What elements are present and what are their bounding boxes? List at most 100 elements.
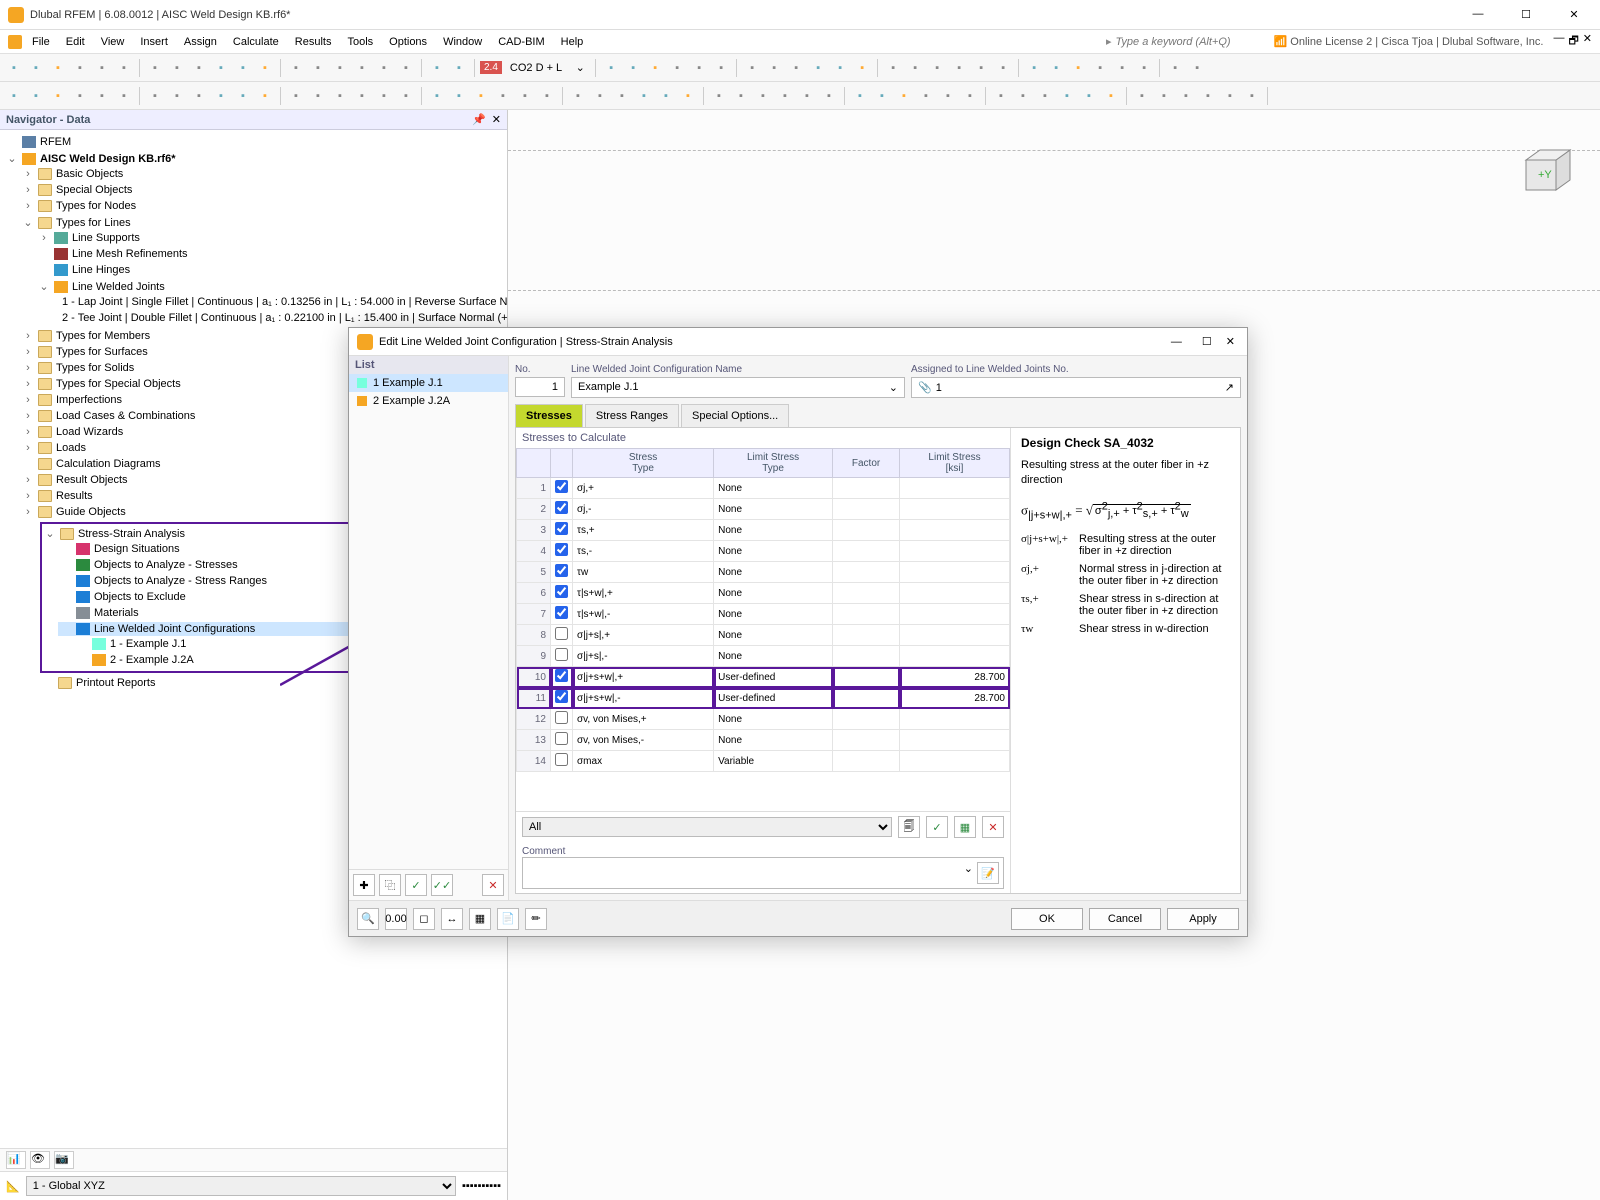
tree-item[interactable]: ⌄Types for Lines (20, 215, 507, 230)
toolbar-btn[interactable]: ▪ (1134, 58, 1154, 78)
toolbar-btn[interactable]: ▪ (1187, 58, 1207, 78)
menu-calculate[interactable]: Calculate (225, 34, 287, 50)
list-item[interactable]: 1 Example J.1 (349, 374, 508, 392)
table-row[interactable]: 2σj,-None (517, 499, 1010, 520)
table-row[interactable]: 6τ|s+w|,+None (517, 583, 1010, 604)
comment-edit-icon[interactable]: 📝 (977, 862, 999, 884)
search-box[interactable]: ▸ (1106, 35, 1256, 48)
row-check[interactable] (555, 564, 568, 577)
menu-tools[interactable]: Tools (339, 34, 381, 50)
toolbar-btn[interactable]: ▪ (905, 58, 925, 78)
toolbar-btn[interactable]: ▪ (938, 86, 958, 106)
tree-item[interactable]: ⌄Line Welded Joints (36, 279, 507, 294)
tree-root[interactable]: RFEM (40, 136, 71, 148)
toolbar-btn[interactable]: ▪ (70, 58, 90, 78)
toolbar-btn[interactable]: ▪ (689, 58, 709, 78)
toolbar-btn[interactable]: ▪ (286, 86, 306, 106)
comment-input[interactable] (527, 862, 964, 884)
toolbar-btn[interactable]: ▪ (1101, 86, 1121, 106)
toolbar-btn[interactable]: ▪ (830, 58, 850, 78)
toolbar-btn[interactable]: ▪ (742, 58, 762, 78)
row-check[interactable] (555, 480, 568, 493)
view-cube[interactable]: +Y (1516, 140, 1580, 204)
toolbar-btn[interactable]: ▪ (1176, 86, 1196, 106)
toolbar-btn[interactable]: ▪ (711, 58, 731, 78)
row-check[interactable] (555, 732, 568, 745)
toolbar-btn[interactable]: ▪ (427, 86, 447, 106)
toolbar-btn[interactable]: ▪ (233, 58, 253, 78)
toolbar-btn[interactable]: ▪ (189, 86, 209, 106)
toolbar-btn[interactable]: ▪ (471, 86, 491, 106)
toolbar-btn[interactable]: ▪ (1024, 58, 1044, 78)
menu-file[interactable]: File (24, 34, 58, 50)
toolbar-btn[interactable]: ▪ (493, 86, 513, 106)
toolbar-btn[interactable]: ▪ (1013, 86, 1033, 106)
toolbar-btn[interactable]: ▪ (449, 86, 469, 106)
toolbar-btn[interactable]: ▪ (590, 86, 610, 106)
nav-tab-data-icon[interactable]: 📊 (6, 1151, 26, 1169)
foot-units-icon[interactable]: 0.00 (385, 908, 407, 930)
toolbar-btn[interactable]: ▪ (396, 58, 416, 78)
assign-pick-icon[interactable]: ↗ (1225, 381, 1234, 394)
row-check[interactable] (555, 690, 568, 703)
tab-stress-ranges[interactable]: Stress Ranges (585, 404, 679, 427)
toolbar-btn[interactable]: ▪ (709, 86, 729, 106)
toolbar-btn[interactable]: ▪ (601, 58, 621, 78)
toolbar-btn[interactable]: ▪ (916, 86, 936, 106)
search-input[interactable] (1116, 36, 1256, 48)
toolbar-btn[interactable]: ▪ (255, 58, 275, 78)
tree-item[interactable]: ›Special Objects (20, 183, 507, 197)
tree-stress-strain[interactable]: Stress-Strain Analysis (78, 528, 185, 540)
toolbar-btn[interactable]: ▪ (1198, 86, 1218, 106)
dialog-minimize[interactable]: — (1171, 336, 1182, 348)
toolbar-btn[interactable]: ▪ (971, 58, 991, 78)
tree-item[interactable]: 2 - Tee Joint | Double Fillet | Continuo… (52, 311, 507, 325)
toolbar-btn[interactable]: ▪ (775, 86, 795, 106)
tbl-btn2-icon[interactable]: ✓ (926, 816, 948, 838)
toolbar-btn[interactable]: ▪ (374, 86, 394, 106)
sub-close[interactable]: ✕ (1583, 32, 1592, 51)
toolbar-btn[interactable]: ▪ (145, 58, 165, 78)
toolbar-btn[interactable]: ▪ (374, 58, 394, 78)
foot-b2-icon[interactable]: ↔ (441, 908, 463, 930)
dialog-close[interactable]: ✕ (1226, 335, 1235, 348)
table-row[interactable]: 14σmaxVariable (517, 751, 1010, 772)
foot-b1-icon[interactable]: ◻ (413, 908, 435, 930)
cancel-button[interactable]: Cancel (1089, 908, 1161, 930)
tree-item[interactable]: Line Hinges (36, 263, 507, 277)
toolbar-btn[interactable]: ▪ (883, 58, 903, 78)
toolbar-btn[interactable]: ▪ (48, 58, 68, 78)
row-check[interactable] (555, 669, 568, 682)
toolbar-btn[interactable]: ▪ (167, 58, 187, 78)
foot-zoom-icon[interactable]: 🔍 (357, 908, 379, 930)
toolbar-btn[interactable]: ▪ (396, 86, 416, 106)
toolbar-btn[interactable]: ▪ (515, 86, 535, 106)
list-new-icon[interactable]: ✚ (353, 874, 375, 896)
name-dropdown-icon[interactable]: ⌄ (889, 381, 898, 394)
toolbar-btn[interactable]: ▪ (894, 86, 914, 106)
table-row[interactable]: 3τs,+None (517, 520, 1010, 541)
toolbar-btn[interactable]: ▪ (850, 86, 870, 106)
toolbar-btn[interactable]: ▪ (211, 58, 231, 78)
assign-field[interactable]: 1 (936, 382, 1221, 394)
tree-printout[interactable]: Printout Reports (76, 677, 155, 689)
toolbar-btn[interactable]: ▪ (70, 86, 90, 106)
menu-assign[interactable]: Assign (176, 34, 225, 50)
combo-dropdown[interactable]: ⌄ (570, 58, 590, 78)
toolbar-btn[interactable]: ▪ (1242, 86, 1262, 106)
tbl-btn1-icon[interactable]: 🗐 (898, 816, 920, 838)
toolbar-btn[interactable]: ▪ (819, 86, 839, 106)
menu-cad-bim[interactable]: CAD-BIM (490, 34, 552, 50)
menu-help[interactable]: Help (553, 34, 592, 50)
table-row[interactable]: 12σv, von Mises,+None (517, 709, 1010, 730)
toolbar-btn[interactable]: ▪ (537, 86, 557, 106)
menu-window[interactable]: Window (435, 34, 490, 50)
toolbar-btn[interactable]: ▪ (678, 86, 698, 106)
toolbar-btn[interactable]: ▪ (852, 58, 872, 78)
toolbar-btn[interactable]: ▪ (1035, 86, 1055, 106)
toolbar-btn[interactable]: ▪ (808, 58, 828, 78)
toolbar-btn[interactable]: ▪ (634, 86, 654, 106)
nav-tab-cam-icon[interactable]: 📷 (54, 1151, 74, 1169)
menu-view[interactable]: View (93, 34, 133, 50)
toolbar-btn[interactable]: ▪ (1165, 58, 1185, 78)
